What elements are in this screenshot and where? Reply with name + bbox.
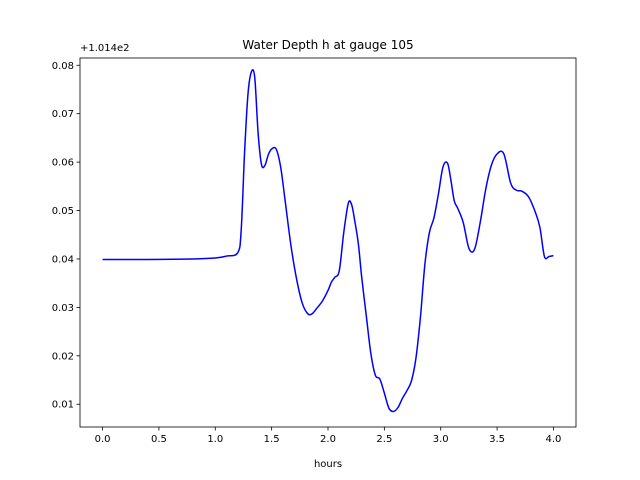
y-tick-label: 0.03 xyxy=(52,303,74,314)
x-tick-label: 3.0 xyxy=(433,434,449,445)
y-axis-offset-label: +1.014e2 xyxy=(80,43,130,54)
x-tick-label: 2.0 xyxy=(320,434,336,445)
series-line-0 xyxy=(102,69,554,413)
series-layer xyxy=(102,69,554,413)
y-axis: 0.01 0.02 0.03 0.04 0.05 0.06 0.07 0.08 xyxy=(52,61,80,411)
y-tick-label: 0.05 xyxy=(52,206,74,217)
x-tick-label: 3.5 xyxy=(489,434,505,445)
x-tick-label: 0.0 xyxy=(95,434,111,445)
x-tick-label: 1.0 xyxy=(207,434,223,445)
y-tick-label: 0.01 xyxy=(52,400,74,411)
y-tick-label: 0.08 xyxy=(52,61,74,72)
y-tick-label: 0.07 xyxy=(52,109,74,120)
plot-frame xyxy=(79,57,577,428)
x-axis-label: hours xyxy=(314,459,342,470)
x-tick-label: 0.5 xyxy=(151,434,167,445)
x-tick-label: 4.0 xyxy=(546,434,562,445)
y-tick-label: 0.02 xyxy=(52,351,74,362)
y-tick-label: 0.04 xyxy=(52,254,74,265)
y-tick-label: 0.06 xyxy=(52,158,74,169)
x-tick-label: 1.5 xyxy=(264,434,280,445)
x-tick-label: 2.5 xyxy=(376,434,392,445)
x-axis: 0.0 0.5 1.0 1.5 2.0 2.5 3.0 3.5 4.0 xyxy=(95,427,562,445)
chart-title: Water Depth h at gauge 105 xyxy=(242,38,413,52)
